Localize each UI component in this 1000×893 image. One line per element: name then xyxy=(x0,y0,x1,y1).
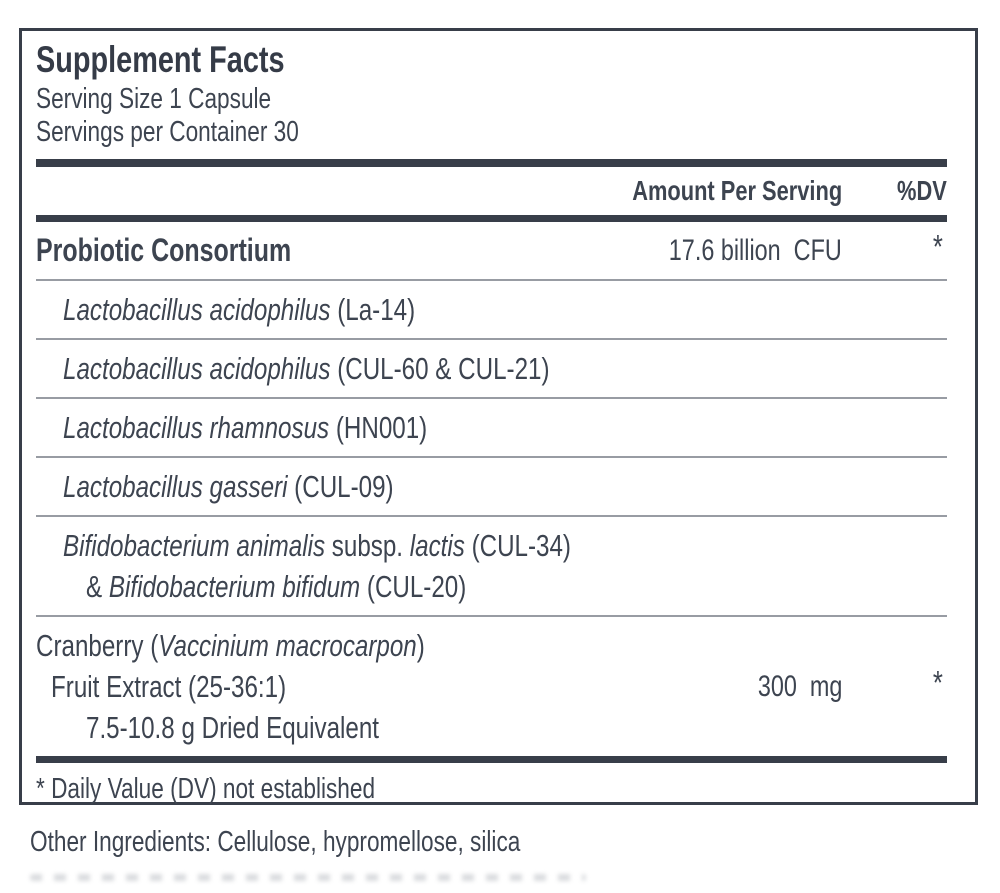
thick-rule-top xyxy=(36,159,947,167)
label-segment: Cranberry ( xyxy=(36,628,159,663)
row-label: Lactobacillus acidophilus (CUL-60 & CUL-… xyxy=(63,348,550,389)
dv-header: %DV xyxy=(897,175,947,206)
label-segment: (CUL-20) xyxy=(360,569,467,604)
species-name: Lactobacillus rhamnosus xyxy=(63,410,330,445)
supplement-facts-panel: Supplement Facts Serving Size 1 Capsule … xyxy=(19,28,978,805)
label-segment: (CUL-34) xyxy=(464,528,571,563)
row-label: Lactobacillus acidophilus (La-14) xyxy=(63,289,415,330)
footnote-text: * Daily Value (DV) not established xyxy=(36,773,376,805)
ingredient-row: Lactobacillus acidophilus (La-14) xyxy=(36,279,947,338)
ingredient-row: Probiotic Consortium 17.6 billion CFU * xyxy=(36,222,947,279)
other-ingredients: Other Ingredients: Cellulose, hypromello… xyxy=(30,824,659,860)
ingredient-row: Lactobacillus acidophilus (CUL-60 & CUL-… xyxy=(36,338,947,397)
page-title: Supplement Facts xyxy=(36,37,947,83)
ingredient-line: Bifidobacterium animalis subsp. lactis (… xyxy=(36,525,947,566)
label-segment: (La-14) xyxy=(330,292,416,327)
row-label: & Bifidobacterium bifidum (CUL-20) xyxy=(86,566,466,607)
ingredient-row: Cranberry (Vaccinium macrocarpon) Fruit E… xyxy=(36,615,947,756)
spacer xyxy=(36,149,947,159)
species-name: Lactobacillus gasseri xyxy=(63,469,288,504)
panel-header: Supplement Facts Serving Size 1 Capsule … xyxy=(36,31,947,159)
label-segment: 7.5-10.8 g Dried Equivalent xyxy=(86,710,380,745)
cropped-text-remnant xyxy=(30,874,586,881)
servings-per-container: Servings per Container 30 xyxy=(36,116,947,149)
species-name: lactis xyxy=(409,528,465,563)
label-segment: ) xyxy=(416,628,425,663)
ingredient-line: Lactobacillus gasseri (CUL-09) xyxy=(36,466,947,507)
other-ingredients-text: Other Ingredients: Cellulose, hypromello… xyxy=(30,826,521,858)
ingredient-row: Bifidobacterium animalis subsp. lactis (… xyxy=(36,515,947,615)
row-label: Bifidobacterium animalis subsp. lactis (… xyxy=(63,525,571,566)
row-label: Probiotic Consortium xyxy=(36,230,291,271)
dv-value: * xyxy=(932,228,943,265)
serving-size: Serving Size 1 Capsule xyxy=(36,83,947,116)
page-title-text: Supplement Facts xyxy=(36,39,285,80)
amount-value: 300 mg xyxy=(757,670,842,703)
row-label: Fruit Extract (25-36:1) xyxy=(51,666,286,707)
ingredient-row: Lactobacillus rhamnosus (HN001) xyxy=(36,397,947,456)
servings-per-container-text: Servings per Container 30 xyxy=(36,116,299,148)
ingredient-line: 7.5-10.8 g Dried Equivalent xyxy=(36,707,947,748)
label-segment: & xyxy=(86,569,109,604)
dv-value: * xyxy=(932,664,943,701)
label-segment: (CUL-60 & CUL-21) xyxy=(330,351,550,386)
column-header-row: Amount Per Serving %DV xyxy=(36,167,947,215)
species-name: Lactobacillus acidophilus xyxy=(63,351,331,386)
label-segment: Fruit Extract (25-36:1) xyxy=(51,669,287,704)
ingredient-line: Lactobacillus acidophilus (CUL-60 & CUL-… xyxy=(36,348,947,389)
serving-size-text: Serving Size 1 Capsule xyxy=(36,83,272,115)
ingredient-row: Lactobacillus gasseri (CUL-09) xyxy=(36,456,947,515)
label-segment: (CUL-09) xyxy=(287,469,394,504)
label-segment: (HN001) xyxy=(329,410,428,445)
ingredient-line: Lactobacillus rhamnosus (HN001) xyxy=(36,407,947,448)
rows: Probiotic Consortium 17.6 billion CFU * Lac… xyxy=(36,222,947,756)
species-name: Bifidobacterium bifidum xyxy=(108,569,361,604)
row-label: 7.5-10.8 g Dried Equivalent xyxy=(86,707,379,748)
amount-per-serving-header: Amount Per Serving xyxy=(632,175,842,206)
row-label: Lactobacillus gasseri (CUL-09) xyxy=(63,466,394,507)
row-label: Cranberry (Vaccinium macrocarpon) xyxy=(36,625,425,666)
label-segment: subsp. xyxy=(325,528,410,563)
ingredient-line: Cranberry (Vaccinium macrocarpon) xyxy=(36,625,947,666)
thick-rule-bottom xyxy=(36,756,947,763)
label-segment: Probiotic Consortium xyxy=(36,232,292,268)
ingredient-line: Probiotic Consortium 17.6 billion CFU * xyxy=(36,228,947,271)
species-name: Lactobacillus acidophilus xyxy=(63,292,331,327)
footnote: * Daily Value (DV) not established xyxy=(36,763,947,813)
ingredient-line: Lactobacillus acidophilus (La-14) xyxy=(36,289,947,330)
row-label: Lactobacillus rhamnosus (HN001) xyxy=(63,407,427,448)
species-name: Vaccinium macrocarpon xyxy=(158,628,417,663)
species-name: Bifidobacterium animalis xyxy=(63,528,326,563)
thick-rule-header xyxy=(36,215,947,222)
ingredient-line: Fruit Extract (25-36:1) 300 mg * xyxy=(36,664,947,707)
ingredient-line: & Bifidobacterium bifidum (CUL-20) xyxy=(36,566,947,607)
amount-value: 17.6 billion CFU xyxy=(669,234,842,267)
